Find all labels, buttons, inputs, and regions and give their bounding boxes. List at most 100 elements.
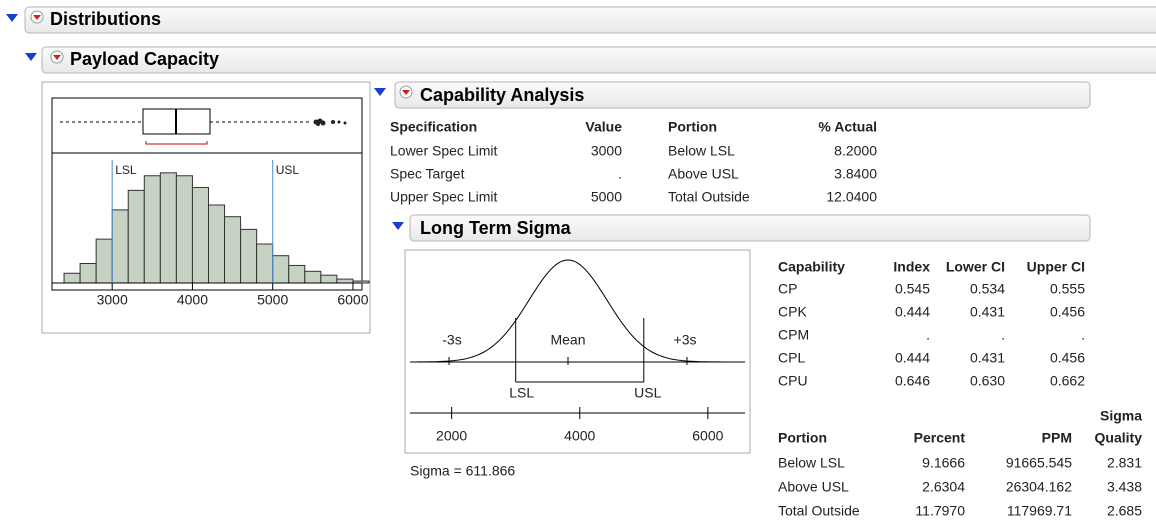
x-tick-label: 2000 xyxy=(436,428,467,444)
column-header: PPM xyxy=(1042,430,1072,446)
cell: 2.685 xyxy=(1107,503,1142,519)
header-box xyxy=(24,6,1156,34)
column-header: Value xyxy=(585,119,622,135)
column-header: Quality xyxy=(1095,430,1143,446)
cell: 0.662 xyxy=(1050,373,1085,389)
cell: Total Outside xyxy=(668,189,750,205)
spec-label: LSL xyxy=(115,163,137,177)
column-header: Sigma xyxy=(1100,408,1142,424)
cell: . xyxy=(618,166,622,182)
cell: 0.646 xyxy=(895,373,930,389)
disclosure-triangle[interactable] xyxy=(392,222,404,230)
bar xyxy=(79,263,97,284)
column-header: Portion xyxy=(668,119,717,135)
header-box xyxy=(394,81,1091,109)
header-title: Payload Capacity xyxy=(70,49,219,69)
header-title: Capability Analysis xyxy=(420,85,584,105)
column-header: Upper CI xyxy=(1027,259,1085,275)
header-box xyxy=(409,214,1091,242)
cell: 3.8400 xyxy=(834,166,877,182)
disclosure-triangle[interactable] xyxy=(374,88,386,96)
cell: 26304.162 xyxy=(1006,479,1072,495)
cell: 2.6304 xyxy=(922,479,965,495)
bar xyxy=(191,186,209,284)
cell: Above USL xyxy=(778,479,849,495)
cell: CPL xyxy=(778,350,805,366)
bar xyxy=(224,216,242,284)
bar xyxy=(127,189,145,284)
cell: Total Outside xyxy=(778,503,860,519)
bar xyxy=(256,243,274,284)
bar xyxy=(336,278,354,284)
cell: CPM xyxy=(778,327,809,343)
cell: 0.431 xyxy=(970,304,1005,320)
bar xyxy=(240,228,258,284)
sigma-panel xyxy=(404,249,751,454)
cell: . xyxy=(1001,327,1005,343)
cell: 91665.545 xyxy=(1006,455,1072,471)
cell: Upper Spec Limit xyxy=(390,189,497,205)
cell: 0.545 xyxy=(895,281,930,297)
cell: 0.444 xyxy=(895,350,930,366)
menu-icon-arrow xyxy=(53,55,61,60)
cell: 117969.71 xyxy=(1007,503,1072,519)
cell: CPU xyxy=(778,373,808,389)
cell: . xyxy=(1081,327,1085,343)
cell: Above USL xyxy=(668,166,739,182)
column-header: Capability xyxy=(778,259,845,275)
spec-label: USL xyxy=(634,385,661,401)
cell: . xyxy=(926,327,930,343)
cell: Lower Spec Limit xyxy=(390,143,497,159)
cell: CPK xyxy=(778,304,807,320)
menu-icon-arrow xyxy=(402,90,410,95)
bar xyxy=(143,175,161,284)
cell: CP xyxy=(778,281,797,297)
cell: 11.7970 xyxy=(915,503,965,519)
cell: 5000 xyxy=(591,189,622,205)
cell: Below LSL xyxy=(778,455,845,471)
cell: Below LSL xyxy=(668,143,735,159)
bar xyxy=(207,204,226,284)
bar xyxy=(304,270,322,284)
column-header: Portion xyxy=(778,430,827,446)
cell: 0.456 xyxy=(1050,350,1085,366)
cell: 0.444 xyxy=(895,304,930,320)
cell: Spec Target xyxy=(390,166,465,182)
shortest-half xyxy=(145,141,208,145)
cell: 3000 xyxy=(591,143,622,159)
plot-frame xyxy=(51,97,363,291)
cell: 8.2000 xyxy=(834,143,877,159)
cell: 0.555 xyxy=(1050,281,1085,297)
sigma-value: Sigma = 611.866 xyxy=(410,463,515,479)
x-tick-label: 5000 xyxy=(257,292,288,308)
x-tick-label: 3000 xyxy=(97,292,128,308)
disclosure-triangle[interactable] xyxy=(6,14,18,22)
bar xyxy=(272,255,290,284)
bar xyxy=(63,272,81,284)
header-title: Long Term Sigma xyxy=(420,218,572,238)
outliers xyxy=(313,118,347,126)
header-title: Distributions xyxy=(50,9,161,29)
bar xyxy=(288,264,306,284)
cell: 9.1666 xyxy=(922,455,965,471)
column-header: Lower CI xyxy=(946,259,1005,275)
menu-icon-arrow xyxy=(33,15,41,20)
bar xyxy=(159,172,177,284)
disclosure-triangle[interactable] xyxy=(25,53,37,61)
cell: 0.534 xyxy=(970,281,1005,297)
sigma-label: Mean xyxy=(550,332,585,348)
cell: 0.630 xyxy=(970,373,1005,389)
column-header: Percent xyxy=(914,430,966,446)
column-header: Index xyxy=(893,259,930,275)
x-tick-label: 6000 xyxy=(692,428,723,444)
cell: 2.831 xyxy=(1107,455,1142,471)
column-header: Specification xyxy=(390,119,477,135)
spec-label: LSL xyxy=(509,385,534,401)
cell: 0.456 xyxy=(1050,304,1085,320)
header-box xyxy=(41,46,1156,74)
sigma-label: -3s xyxy=(442,332,461,348)
x-tick-label: 6000 xyxy=(337,292,368,308)
bar xyxy=(175,175,193,284)
spec-label: USL xyxy=(276,163,300,177)
